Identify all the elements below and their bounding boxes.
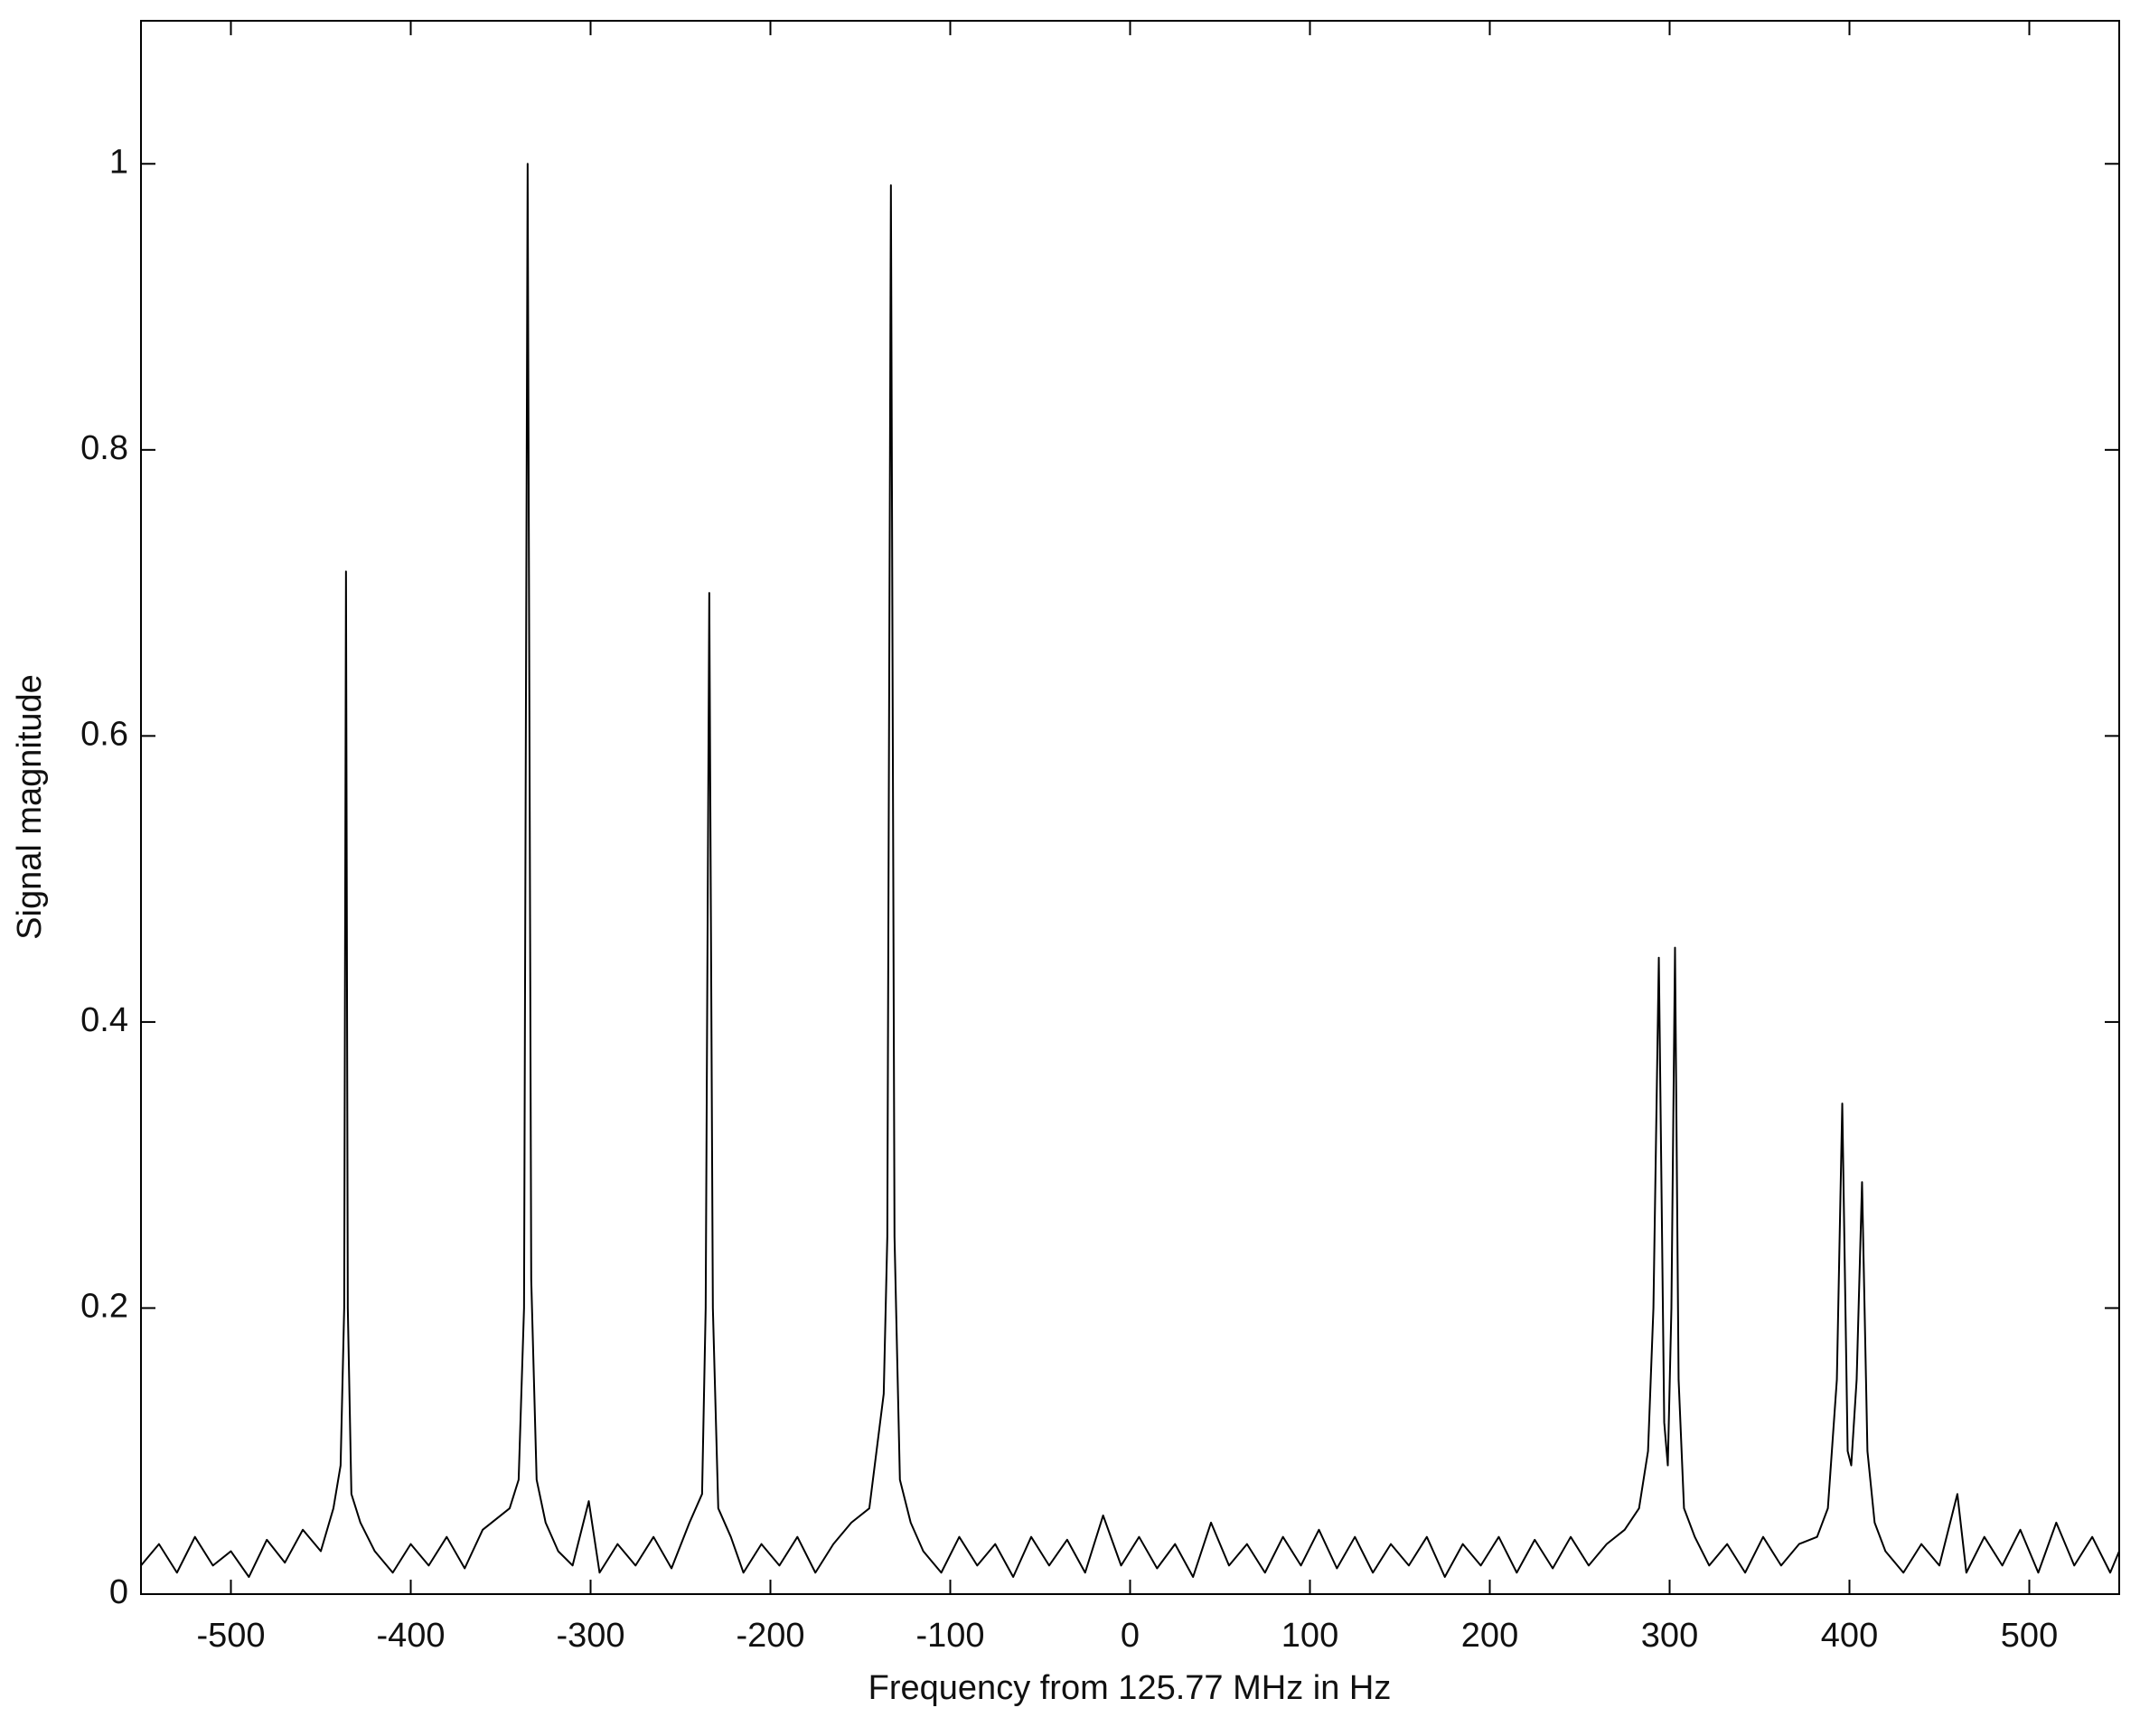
x-tick-label: -100 [915,1617,984,1655]
y-axis-label: Signal magnitude [11,674,49,940]
x-tick-label: -400 [376,1617,445,1655]
y-tick-label: 0 [109,1573,128,1611]
x-tick-label: 400 [1821,1617,1878,1655]
x-tick-label: -500 [196,1617,265,1655]
y-tick-label: 0.2 [80,1287,128,1325]
x-tick-label: 100 [1281,1617,1338,1655]
y-tick-label: 1 [109,143,128,181]
x-tick-label: 200 [1461,1617,1518,1655]
y-tick-label: 0.8 [80,429,128,467]
y-tick-label: 0.4 [80,1001,128,1039]
spectrum-line [140,163,2120,1579]
x-tick-label: -200 [736,1617,804,1655]
x-tick-label: 0 [1121,1617,1140,1655]
y-tick-label: 0.6 [80,715,128,753]
plot-frame [140,20,2120,1595]
x-tick-label: 300 [1641,1617,1698,1655]
x-tick-label: 500 [2001,1617,2058,1655]
x-axis-label: Frequency from 125.77 MHz in Hz [868,1669,1392,1707]
x-tick-label: -300 [556,1617,624,1655]
